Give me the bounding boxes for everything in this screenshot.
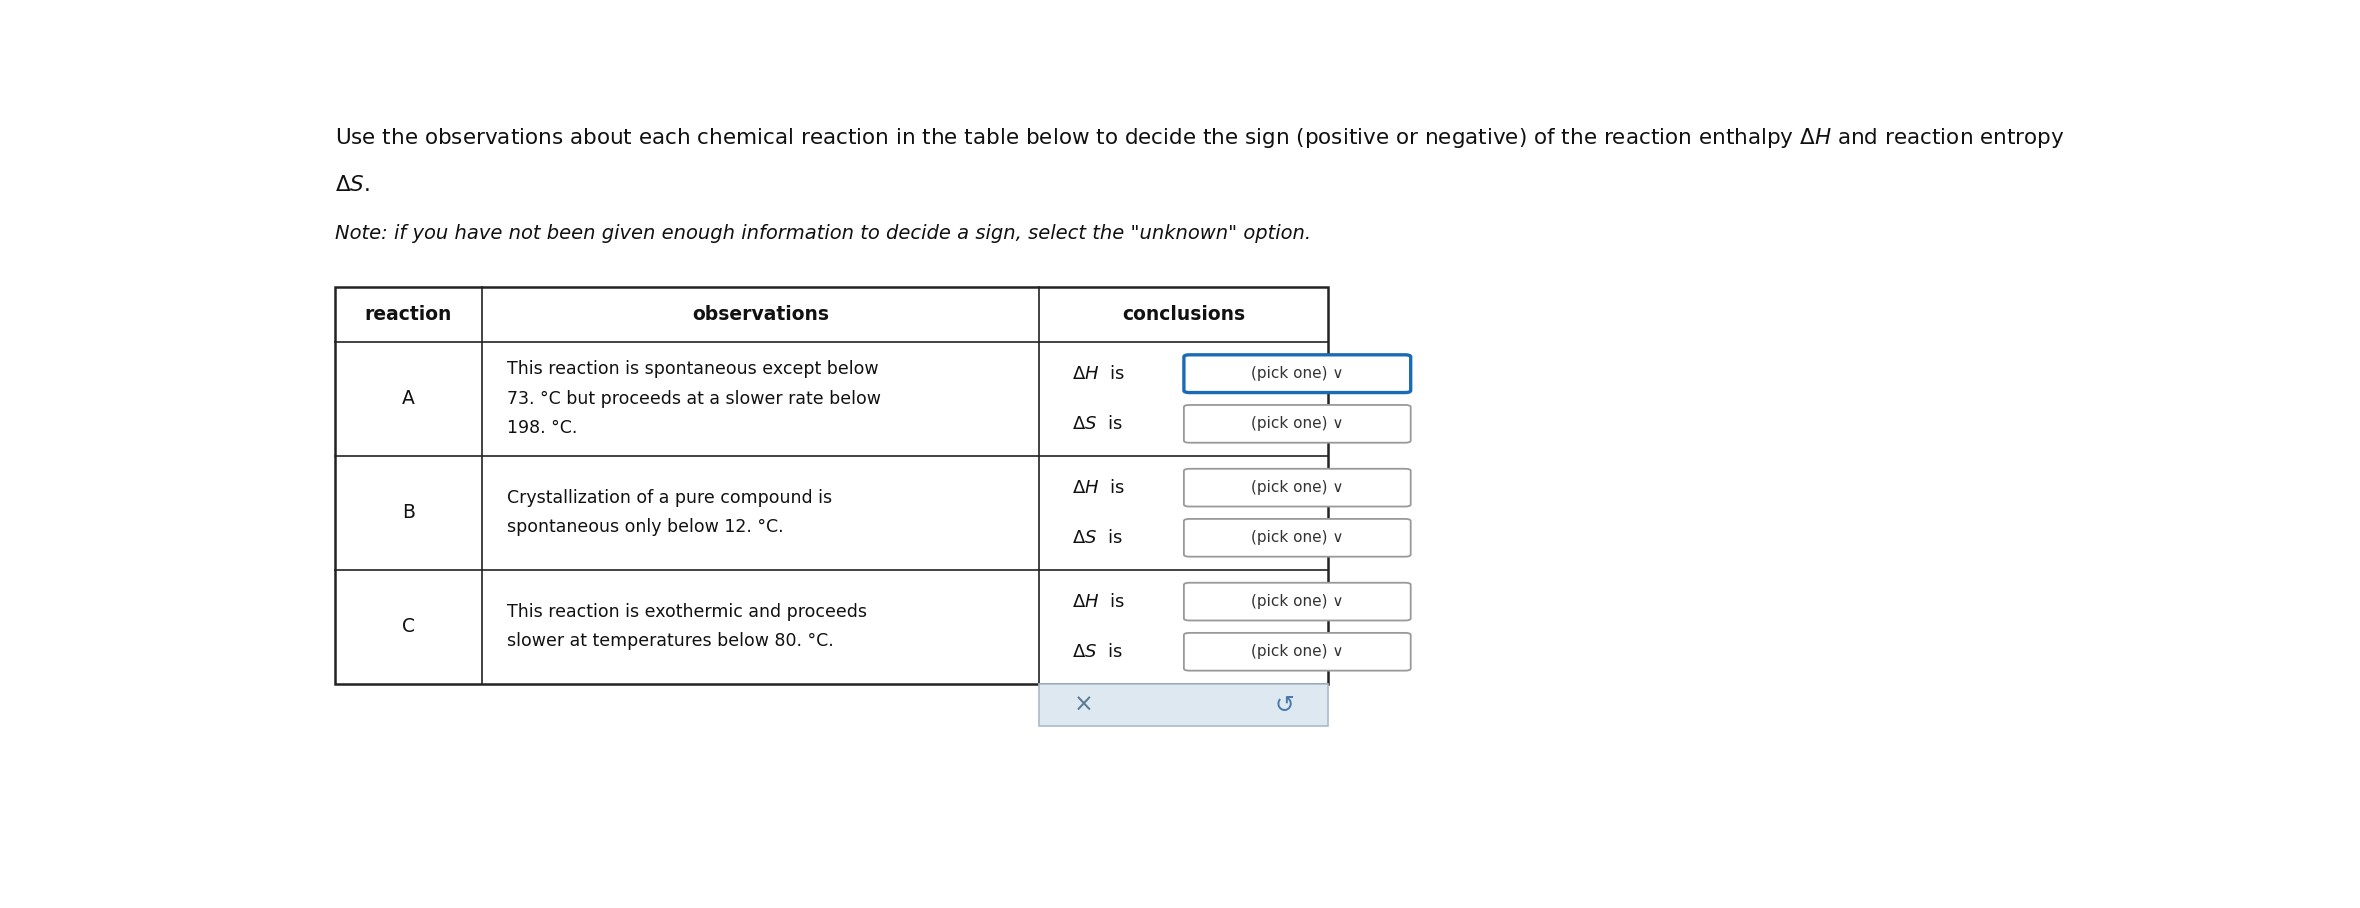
Text: $\Delta S$  is: $\Delta S$ is: [1071, 643, 1123, 661]
FancyBboxPatch shape: [1185, 355, 1411, 392]
Text: $\Delta H$  is: $\Delta H$ is: [1071, 479, 1126, 497]
FancyBboxPatch shape: [1185, 583, 1411, 620]
Text: reaction: reaction: [366, 305, 453, 324]
Text: (pick one) ∨: (pick one) ∨: [1251, 366, 1343, 381]
Text: This reaction is spontaneous except below: This reaction is spontaneous except belo…: [507, 360, 878, 379]
Text: slower at temperatures below 80. °C.: slower at temperatures below 80. °C.: [507, 632, 833, 650]
Text: ↺: ↺: [1274, 693, 1293, 716]
Text: conclusions: conclusions: [1123, 305, 1246, 324]
Text: (pick one) ∨: (pick one) ∨: [1251, 417, 1343, 431]
Text: B: B: [401, 503, 415, 522]
Text: 73. °C but proceeds at a slower rate below: 73. °C but proceeds at a slower rate bel…: [507, 390, 880, 408]
Text: ×: ×: [1074, 693, 1093, 716]
Text: (pick one) ∨: (pick one) ∨: [1251, 594, 1343, 609]
FancyBboxPatch shape: [1185, 518, 1411, 557]
FancyBboxPatch shape: [1185, 633, 1411, 671]
Text: C: C: [401, 617, 415, 637]
Text: (pick one) ∨: (pick one) ∨: [1251, 480, 1343, 495]
Text: This reaction is exothermic and proceeds: This reaction is exothermic and proceeds: [507, 603, 866, 621]
FancyBboxPatch shape: [1185, 405, 1411, 443]
Text: observations: observations: [691, 305, 828, 324]
Text: $\Delta S$  is: $\Delta S$ is: [1071, 415, 1123, 433]
Text: A: A: [401, 390, 415, 409]
Text: spontaneous only below 12. °C.: spontaneous only below 12. °C.: [507, 518, 784, 537]
Text: $\Delta S$.: $\Delta S$.: [335, 175, 371, 195]
Text: Crystallization of a pure compound is: Crystallization of a pure compound is: [507, 489, 833, 507]
Text: (pick one) ∨: (pick one) ∨: [1251, 645, 1343, 659]
Text: Note: if you have not been given enough information to decide a sign, select the: Note: if you have not been given enough …: [335, 224, 1312, 243]
Text: Use the observations about each chemical reaction in the table below to decide t: Use the observations about each chemical…: [335, 126, 2065, 151]
Text: 198. °C.: 198. °C.: [507, 419, 578, 437]
Text: $\Delta S$  is: $\Delta S$ is: [1071, 528, 1123, 547]
Text: (pick one) ∨: (pick one) ∨: [1251, 530, 1343, 546]
Text: $\Delta H$  is: $\Delta H$ is: [1071, 365, 1126, 382]
Text: $\Delta H$  is: $\Delta H$ is: [1071, 593, 1126, 610]
FancyBboxPatch shape: [1038, 684, 1329, 725]
FancyBboxPatch shape: [1185, 469, 1411, 507]
